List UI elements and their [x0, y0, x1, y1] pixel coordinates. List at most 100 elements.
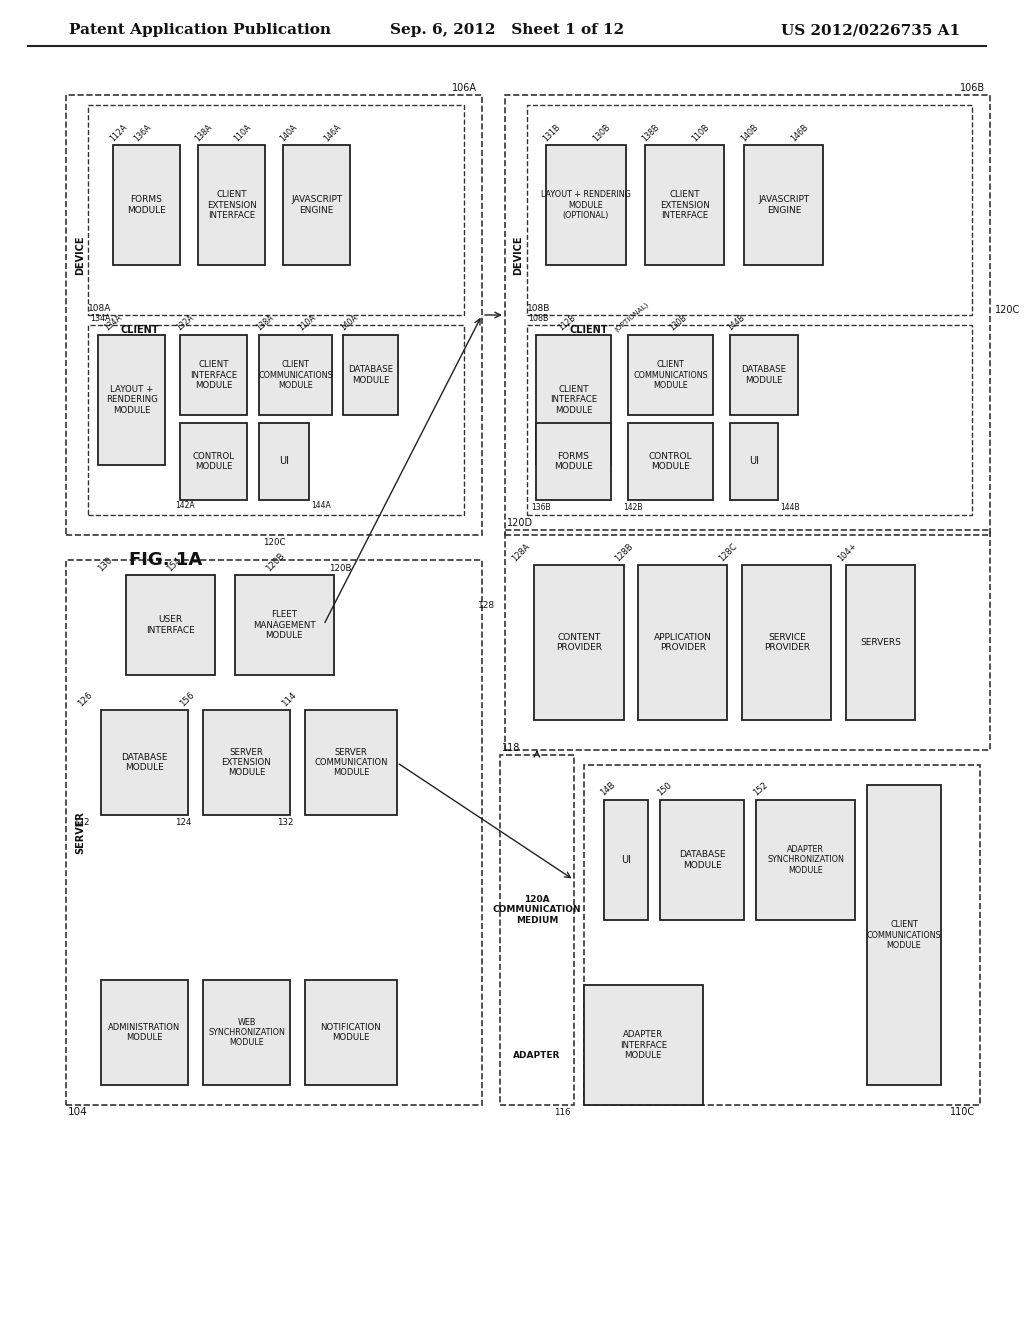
- Bar: [584, 985, 702, 1105]
- Text: 120C: 120C: [263, 539, 286, 546]
- Bar: [505, 95, 990, 535]
- Text: 131B: 131B: [542, 123, 562, 143]
- Bar: [629, 335, 713, 414]
- Text: 154: 154: [165, 554, 183, 573]
- Bar: [203, 979, 290, 1085]
- Bar: [756, 800, 855, 920]
- Bar: [234, 576, 334, 675]
- Text: 128A: 128A: [510, 541, 531, 564]
- Text: JAVASCRIPT
ENGINE: JAVASCRIPT ENGINE: [291, 195, 342, 215]
- Text: CLIENT
COMMUNICATIONS
MODULE: CLIENT COMMUNICATIONS MODULE: [866, 920, 941, 950]
- Text: 112A: 112A: [108, 121, 129, 143]
- Bar: [537, 422, 610, 500]
- Text: 134A: 134A: [103, 313, 124, 333]
- Text: 110C: 110C: [950, 1107, 975, 1117]
- Bar: [180, 335, 248, 414]
- Bar: [526, 106, 972, 315]
- Text: 110A: 110A: [297, 313, 317, 333]
- Text: 156: 156: [178, 690, 197, 708]
- Text: UI: UI: [280, 457, 289, 466]
- Text: CLIENT: CLIENT: [569, 325, 607, 335]
- Text: FORMS
MODULE: FORMS MODULE: [127, 195, 166, 215]
- Text: 104: 104: [69, 1107, 88, 1117]
- Text: 110B: 110B: [690, 123, 711, 143]
- Bar: [742, 565, 831, 719]
- Bar: [113, 145, 180, 265]
- Text: 140A: 140A: [279, 123, 299, 143]
- Text: ADAPTER
INTERFACE
MODULE: ADAPTER INTERFACE MODULE: [620, 1030, 667, 1060]
- Text: 126: 126: [76, 690, 94, 708]
- Text: ADAPTER
SYNCHRONIZATION
MODULE: ADAPTER SYNCHRONIZATION MODULE: [767, 845, 844, 875]
- Bar: [744, 145, 823, 265]
- Text: DEVICE: DEVICE: [514, 235, 523, 275]
- Bar: [283, 145, 350, 265]
- Text: CLIENT
INTERFACE
MODULE: CLIENT INTERFACE MODULE: [550, 385, 597, 414]
- Bar: [526, 325, 972, 515]
- Text: NOTIFICATION
MODULE: NOTIFICATION MODULE: [321, 1023, 381, 1043]
- Text: SERVER
COMMUNICATION
MODULE: SERVER COMMUNICATION MODULE: [314, 747, 388, 777]
- Text: ADMINISTRATION
MODULE: ADMINISTRATION MODULE: [109, 1023, 180, 1043]
- Text: CLIENT
COMMUNICATIONS
MODULE: CLIENT COMMUNICATIONS MODULE: [258, 360, 333, 389]
- Text: 150: 150: [655, 781, 673, 799]
- Text: Sep. 6, 2012   Sheet 1 of 12: Sep. 6, 2012 Sheet 1 of 12: [390, 22, 624, 37]
- Text: 130B: 130B: [591, 123, 611, 143]
- Text: 106B: 106B: [961, 83, 985, 92]
- Text: FLEET
MANAGEMENT
MODULE: FLEET MANAGEMENT MODULE: [253, 610, 315, 640]
- Text: CONTENT
PROVIDER: CONTENT PROVIDER: [556, 632, 602, 652]
- Bar: [259, 335, 332, 414]
- Text: CLIENT
INTERFACE
MODULE: CLIENT INTERFACE MODULE: [190, 360, 238, 389]
- Text: DATABASE
MODULE: DATABASE MODULE: [741, 366, 786, 384]
- Text: 128: 128: [478, 601, 495, 610]
- Text: (OPTIONAL): (OPTIONAL): [613, 301, 650, 333]
- Text: 132: 132: [278, 818, 294, 828]
- Text: CONTROL
MODULE: CONTROL MODULE: [193, 451, 234, 471]
- Text: 106A: 106A: [453, 83, 477, 92]
- Text: CLIENT
EXTENSION
INTERFACE: CLIENT EXTENSION INTERFACE: [207, 190, 256, 220]
- Text: CONTROL
MODULE: CONTROL MODULE: [649, 451, 692, 471]
- Text: 120B: 120B: [329, 564, 351, 573]
- Text: 144B: 144B: [780, 503, 800, 512]
- Bar: [730, 422, 778, 500]
- Text: WEB
SYNCHRONIZATION
MODULE: WEB SYNCHRONIZATION MODULE: [208, 1018, 285, 1047]
- Text: 144B: 144B: [725, 313, 746, 333]
- Text: 130: 130: [96, 554, 114, 573]
- Text: 124: 124: [175, 818, 191, 828]
- Text: 116: 116: [554, 1107, 570, 1117]
- Text: DEVICE: DEVICE: [75, 235, 85, 275]
- Text: 128C: 128C: [718, 541, 739, 564]
- Bar: [305, 710, 397, 814]
- Text: US 2012/0226735 A1: US 2012/0226735 A1: [781, 22, 961, 37]
- Text: 130B: 130B: [668, 313, 689, 333]
- Text: 118: 118: [502, 743, 520, 752]
- Bar: [98, 335, 165, 465]
- Text: 138A: 138A: [193, 123, 214, 143]
- Text: 120A
COMMUNICATION
MEDIUM: 120A COMMUNICATION MEDIUM: [493, 895, 582, 925]
- Text: 136B: 136B: [531, 503, 551, 512]
- Text: SERVERS: SERVERS: [860, 638, 901, 647]
- Text: CLIENT: CLIENT: [121, 325, 160, 335]
- Bar: [638, 565, 727, 719]
- Text: 138B: 138B: [640, 123, 662, 143]
- Bar: [660, 800, 744, 920]
- Text: LAYOUT +
RENDERING
MODULE: LAYOUT + RENDERING MODULE: [105, 385, 158, 414]
- Bar: [88, 325, 464, 515]
- Text: 146B: 146B: [788, 123, 810, 143]
- Bar: [537, 335, 610, 465]
- Text: UI: UI: [750, 457, 759, 466]
- Bar: [305, 979, 397, 1085]
- Bar: [604, 800, 648, 920]
- Text: 108B: 108B: [528, 314, 549, 323]
- Bar: [259, 422, 309, 500]
- Text: 122: 122: [74, 818, 90, 828]
- Text: 136A: 136A: [133, 123, 154, 143]
- Text: 114: 114: [281, 690, 298, 708]
- Text: 142A: 142A: [175, 502, 195, 510]
- Text: FIG. 1A: FIG. 1A: [129, 550, 202, 569]
- Text: 128B: 128B: [613, 541, 635, 564]
- Text: 14B: 14B: [599, 780, 617, 799]
- Text: JAVASCRIPT
ENGINE: JAVASCRIPT ENGINE: [758, 195, 810, 215]
- Text: SERVER: SERVER: [75, 810, 85, 854]
- Text: SERVICE
PROVIDER: SERVICE PROVIDER: [764, 632, 810, 652]
- Bar: [535, 565, 624, 719]
- Text: LAYOUT + RENDERING
MODULE
(OPTIONAL): LAYOUT + RENDERING MODULE (OPTIONAL): [541, 190, 631, 220]
